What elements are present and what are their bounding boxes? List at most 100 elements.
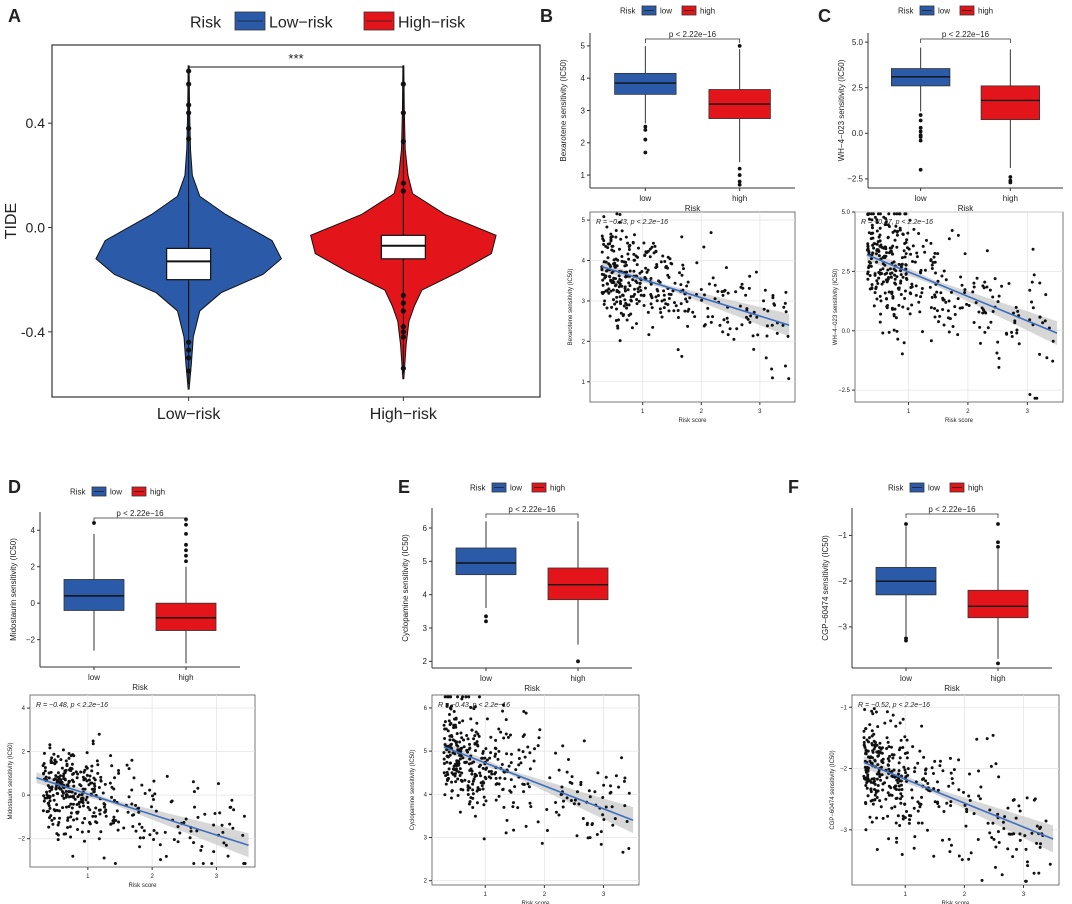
scatter4-point	[972, 281, 976, 285]
scatter8-point	[469, 717, 473, 721]
box5-legend-title: Risk	[70, 488, 87, 497]
scatter2-point	[648, 255, 652, 259]
scatter6-point	[80, 830, 84, 834]
scatter4-point	[920, 291, 924, 295]
scatter8-point	[536, 744, 540, 748]
scatter8-point	[497, 727, 501, 731]
scatter2-point	[748, 320, 752, 324]
scatter10-point	[898, 746, 902, 750]
scatter10-point	[878, 741, 882, 745]
scatter6-point	[85, 766, 89, 770]
scatter4-point	[867, 217, 871, 221]
scatter2-point	[610, 244, 614, 248]
box5-box-high	[155, 602, 217, 631]
scatter8-point	[511, 805, 515, 809]
scatter10-point	[878, 775, 882, 779]
scatter10-point	[865, 786, 869, 790]
box7-box-low	[455, 547, 517, 576]
scatter10-x-tick-label: 1	[904, 892, 908, 898]
scatter10-point	[996, 830, 1000, 834]
scatter4-point	[893, 277, 897, 281]
scatter4-point	[900, 256, 904, 260]
scatter6-point	[58, 816, 62, 820]
scatter8-point	[447, 719, 451, 723]
scatter2-point	[618, 213, 622, 217]
scatter8-point	[453, 739, 457, 743]
scatter8-point	[521, 750, 525, 754]
scatter4-point	[1015, 328, 1019, 332]
scatter2-point	[646, 249, 650, 253]
scatter6-point	[88, 808, 92, 812]
scatter2-point	[604, 244, 608, 248]
scatter4-point	[985, 249, 989, 253]
scatter10-point	[883, 721, 887, 725]
scatter10-point	[920, 724, 924, 728]
box9-legend-label: low	[928, 484, 940, 493]
scatter2-point	[661, 254, 665, 258]
scatter10-point	[885, 736, 889, 740]
scatter4-point	[1033, 396, 1037, 400]
scatter2-regression-line	[601, 265, 790, 326]
scatter4-point	[895, 212, 899, 216]
scatter8-point	[481, 780, 485, 784]
scatter8-point	[522, 783, 526, 787]
scatter4-point	[879, 299, 883, 303]
scatter8-point	[473, 742, 477, 746]
scatter8-point	[467, 762, 471, 766]
scatter10-point	[873, 798, 877, 802]
scatter4-point	[893, 273, 897, 277]
scatter6-point	[97, 732, 101, 736]
scatter10-point	[975, 737, 979, 741]
scatter10-point	[988, 808, 992, 812]
scatter4-point	[887, 224, 891, 228]
scatter4-point	[1032, 273, 1036, 277]
scatter2-point	[616, 318, 620, 322]
scatter6-point	[143, 792, 147, 796]
scatter2-point	[614, 228, 618, 232]
scatter10-point	[881, 757, 885, 761]
scatter10-point	[1017, 804, 1021, 808]
scatter10-point	[898, 797, 902, 801]
scatter4-point	[981, 284, 985, 288]
scatter2-point	[614, 283, 618, 287]
scatter6-point	[42, 751, 46, 755]
scatter6-y-tick-label: 4	[22, 706, 26, 712]
scatter6-point	[130, 758, 134, 762]
scatter10-point	[893, 805, 897, 809]
scatter10-point	[926, 782, 930, 786]
scatter10-point	[992, 837, 996, 841]
scatter10-point	[875, 795, 879, 799]
scatter2-point	[674, 304, 678, 308]
scatter2-y-tick-label: 5	[582, 218, 586, 224]
scatter2-point	[649, 302, 653, 306]
scatter6-confidence-band	[36, 772, 249, 858]
scatter6-point	[50, 756, 54, 760]
scatter10-point	[1012, 798, 1016, 802]
scatter4-point	[867, 231, 871, 235]
scatter10-point	[896, 814, 900, 818]
box7-outlier	[484, 619, 488, 624]
scatter10-point	[889, 786, 893, 790]
box5-pvalue: p < 2.22e−16	[116, 509, 164, 518]
scatter6-point	[93, 787, 97, 791]
scatter10-point	[896, 781, 900, 785]
scatter2-point	[614, 264, 618, 268]
scatter6-point	[131, 813, 135, 817]
box7-ylabel: Cyclopamine sensitivity (IC50)	[401, 534, 410, 642]
scatter8-point	[474, 730, 478, 734]
scatter2-point	[621, 293, 625, 297]
scatter4-point	[870, 283, 874, 287]
scatter2-point	[632, 252, 636, 256]
scatter10-point	[968, 772, 972, 776]
box3-outlier	[918, 167, 923, 172]
scatter2-point	[602, 242, 606, 246]
scatter6-point	[103, 782, 107, 786]
scatter4-point	[960, 283, 964, 287]
scatter10-point	[883, 781, 887, 785]
scatter4-point	[1010, 335, 1014, 339]
scatter10-point	[891, 756, 895, 760]
scatter8-point	[623, 776, 627, 780]
box3-outlier	[1008, 180, 1013, 185]
